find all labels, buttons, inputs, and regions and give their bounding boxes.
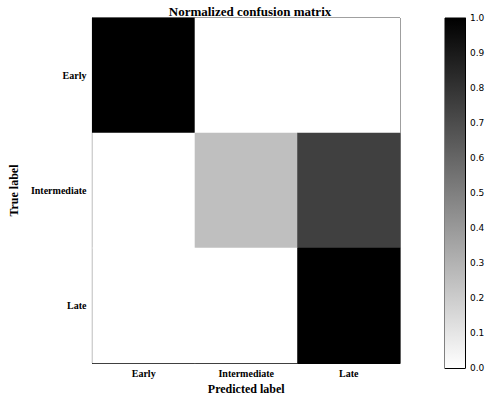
svg-text:Normalized confusion matrix: Normalized confusion matrix xyxy=(169,4,332,19)
svg-text:0.9: 0.9 xyxy=(470,48,485,58)
svg-text:True label: True label xyxy=(7,164,21,217)
svg-text:1.0: 1.0 xyxy=(470,13,485,23)
svg-text:0.6: 0.6 xyxy=(470,153,485,163)
svg-text:0.3: 0.3 xyxy=(470,258,484,268)
svg-text:Early: Early xyxy=(63,70,87,81)
svg-text:0.1: 0.1 xyxy=(470,328,484,338)
svg-text:0.7: 0.7 xyxy=(470,118,484,128)
svg-text:0.8: 0.8 xyxy=(470,83,485,93)
svg-text:Early: Early xyxy=(132,368,156,379)
svg-text:0.4: 0.4 xyxy=(470,223,485,233)
svg-text:Intermediate: Intermediate xyxy=(31,185,87,196)
svg-text:Late: Late xyxy=(339,368,359,379)
svg-text:0.0: 0.0 xyxy=(470,363,485,373)
svg-text:Late: Late xyxy=(67,300,87,311)
svg-text:Intermediate: Intermediate xyxy=(218,368,274,379)
svg-text:0.5: 0.5 xyxy=(470,188,484,198)
svg-text:Predicted label: Predicted label xyxy=(208,382,285,396)
svg-text:0.2: 0.2 xyxy=(470,293,484,303)
